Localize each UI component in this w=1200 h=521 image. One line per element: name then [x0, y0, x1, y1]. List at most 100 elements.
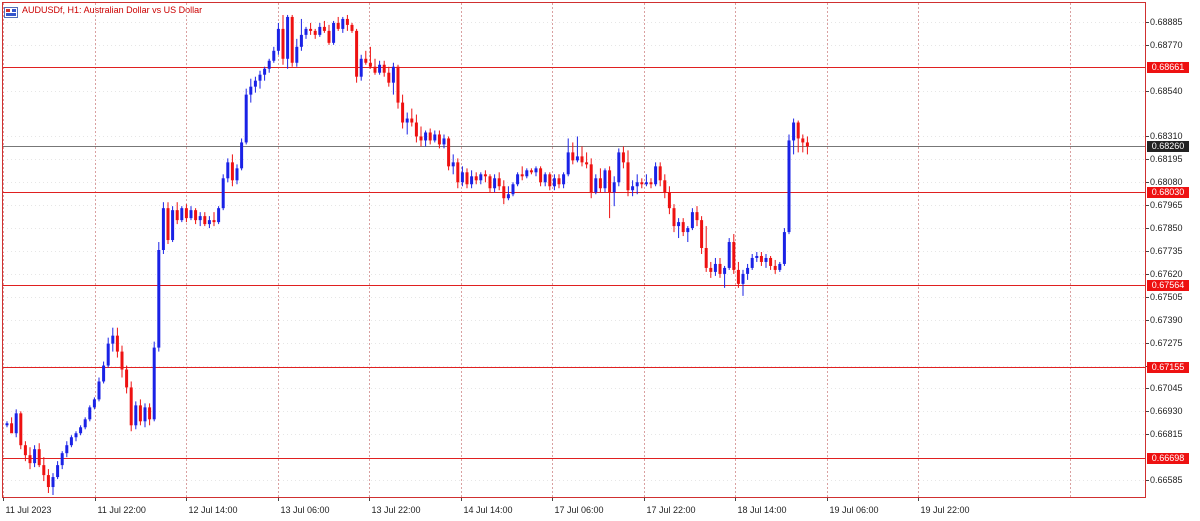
candle-body: [590, 164, 593, 192]
candle-body: [378, 65, 381, 73]
candle-body: [406, 119, 409, 123]
candle: [562, 172, 565, 188]
candle-body: [355, 31, 358, 77]
candle-body: [507, 194, 510, 198]
candle-body: [443, 138, 446, 144]
candle: [410, 109, 413, 127]
candle-body: [604, 170, 607, 188]
candle: [180, 206, 183, 222]
candle-body: [157, 250, 160, 348]
candle: [581, 146, 584, 166]
candle: [456, 158, 459, 188]
candle-body: [778, 264, 781, 270]
candle-body: [52, 477, 55, 487]
candle: [535, 166, 538, 176]
y-tick-label: 0.67275: [1150, 338, 1183, 348]
candles: [6, 15, 809, 495]
candle-body: [332, 23, 335, 43]
candle-body: [461, 172, 464, 182]
candle-body: [479, 174, 482, 180]
candle-body: [107, 344, 110, 366]
candle-body: [295, 47, 298, 63]
candle-body: [360, 59, 363, 77]
candle-body: [677, 222, 680, 226]
candle-body: [650, 182, 653, 184]
candle: [530, 168, 533, 174]
candle: [291, 15, 294, 67]
candle-body: [682, 222, 685, 232]
candle: [797, 121, 800, 153]
candle: [705, 226, 708, 272]
candle-body: [742, 274, 745, 284]
candle: [544, 172, 547, 186]
candle-body: [401, 103, 404, 123]
candle: [341, 17, 344, 33]
candle: [700, 216, 703, 254]
candle: [493, 174, 496, 192]
candle-body: [93, 399, 96, 407]
candle-body: [194, 210, 197, 220]
candle: [190, 206, 193, 220]
candle-body: [167, 208, 170, 240]
candle-body: [176, 210, 179, 220]
candle-body: [222, 178, 225, 208]
x-tick-label: 18 Jul 14:00: [738, 505, 787, 515]
candle: [502, 180, 505, 204]
candle: [139, 399, 142, 425]
candle-body: [346, 19, 349, 25]
candle: [806, 136, 809, 154]
candle: [194, 208, 197, 224]
candle: [272, 47, 275, 63]
candle: [75, 431, 78, 441]
candle-body: [792, 123, 795, 141]
candle-body: [254, 81, 257, 87]
y-tick-label: 0.66930: [1150, 406, 1183, 416]
candle: [622, 146, 625, 168]
candle: [742, 270, 745, 296]
candle: [654, 162, 657, 186]
y-tick-label: 0.67965: [1150, 200, 1183, 210]
candle: [383, 61, 386, 77]
candle: [594, 174, 597, 194]
candle: [203, 212, 206, 226]
candle: [70, 435, 73, 447]
candle-body: [654, 166, 657, 184]
candle: [185, 204, 188, 222]
candle: [709, 262, 712, 278]
candle-body: [420, 136, 423, 140]
candle-body: [263, 69, 266, 75]
level-price-tag: 0.68661: [1147, 62, 1189, 73]
x-tick-label: 12 Jul 14:00: [189, 505, 238, 515]
candle-body: [111, 336, 114, 344]
candle: [663, 174, 666, 198]
candle: [420, 127, 423, 147]
candle-body: [24, 445, 27, 455]
candle-body: [328, 31, 331, 43]
candle: [433, 130, 436, 142]
candle: [673, 204, 676, 232]
candle-body: [415, 123, 418, 137]
candle-body: [714, 264, 717, 272]
candle: [111, 328, 114, 352]
y-tick-label: 0.68540: [1150, 86, 1183, 96]
candle: [360, 55, 363, 81]
candle-body: [397, 67, 400, 103]
candle-body: [47, 475, 50, 487]
candle-body: [567, 152, 570, 174]
candle-body: [530, 170, 533, 172]
candle-body: [696, 212, 699, 220]
candle: [567, 138, 570, 176]
candle: [318, 23, 321, 37]
candle-body: [788, 140, 791, 232]
y-tick-label: 0.67620: [1150, 269, 1183, 279]
candle-body: [341, 19, 344, 29]
level-price-tag: 0.66698: [1147, 453, 1189, 464]
candle-body: [190, 210, 193, 218]
candle-body: [213, 220, 216, 222]
y-tick-label: 0.68195: [1150, 154, 1183, 164]
candle: [47, 469, 50, 493]
candle: [116, 328, 119, 358]
candle-body: [599, 178, 602, 188]
candle: [121, 346, 124, 378]
